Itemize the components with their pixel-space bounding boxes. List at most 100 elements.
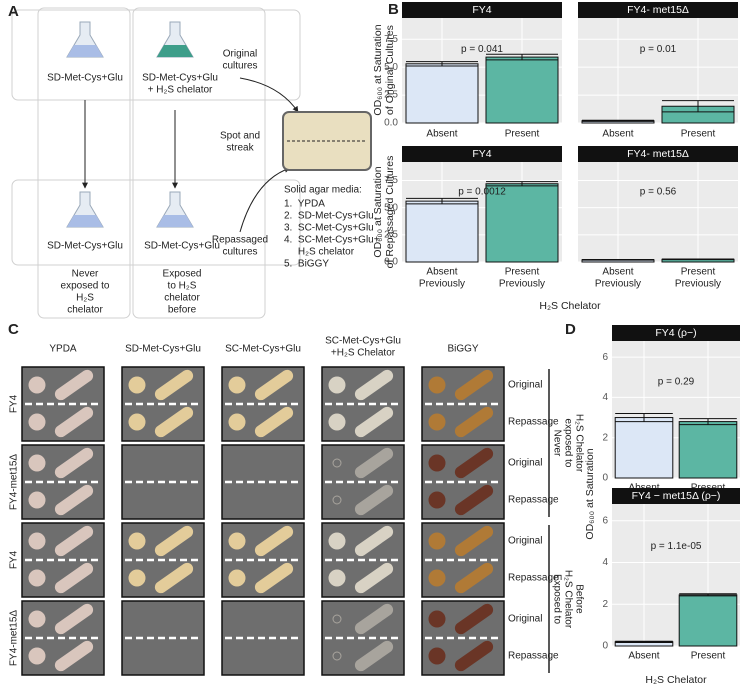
flask-label: SD-Met-Cys+Glu	[47, 241, 123, 252]
condition-label: H₂S	[76, 293, 94, 304]
colony-spot	[28, 376, 46, 394]
error-bar	[486, 181, 558, 187]
colony-spot	[428, 647, 446, 665]
colony-spot	[428, 610, 446, 628]
colony-spot	[428, 376, 446, 394]
panel-label: B	[388, 1, 399, 18]
colony-streak	[54, 447, 94, 479]
colony-spot	[428, 532, 446, 550]
x-tick-label: Absent	[602, 129, 633, 140]
bar	[485, 56, 559, 124]
strip	[578, 146, 738, 162]
step-label: cultures	[222, 61, 257, 72]
y-tick-label: 5.0	[384, 202, 398, 213]
side-label: Original	[508, 380, 542, 391]
facet-title: FY4	[472, 4, 491, 16]
facet-title: FY4 (ρ−)	[655, 327, 696, 339]
x-tick-label: Present	[505, 267, 540, 278]
colony-streak	[454, 640, 494, 672]
group-label: exposed to	[562, 419, 573, 468]
flask-liquid	[157, 215, 193, 227]
colony-streak	[354, 562, 394, 594]
error-bar	[486, 53, 558, 61]
condition-label: exposed to	[61, 281, 110, 292]
strip	[402, 146, 562, 162]
colony-spot	[28, 610, 46, 628]
bar	[678, 421, 738, 479]
colony-spot	[332, 651, 342, 661]
step-label: streak	[226, 143, 254, 154]
side-label: Original	[508, 614, 542, 625]
column-header: YPDA	[49, 344, 77, 355]
colony-spot	[28, 647, 46, 665]
media-item: 2. SD-Met-Cys+Glu	[284, 211, 374, 222]
bar	[405, 200, 479, 263]
x-tick-label: Previously	[499, 279, 545, 290]
colony-streak	[54, 640, 94, 672]
media-item: 3. SC-Met-Cys+Glu	[284, 223, 374, 234]
colony-spot	[28, 532, 46, 550]
y-tick-label: 2.5	[384, 90, 398, 101]
side-label: Repassage	[508, 495, 559, 506]
colony-streak	[354, 484, 394, 516]
group-label: Never	[551, 430, 562, 457]
y-tick-label: 4	[602, 557, 608, 568]
colony-streak	[54, 603, 94, 635]
colony-spot	[332, 495, 342, 505]
condition-label: Exposed	[163, 269, 202, 280]
column-header: BiGGY	[447, 344, 478, 355]
strip	[612, 488, 740, 504]
column-header: SC-Met-Cys+Glu	[225, 344, 301, 355]
colony-spot	[128, 532, 146, 550]
colony-spot	[332, 614, 342, 624]
group-label: H₂S Chelator	[562, 570, 573, 629]
facet-title: FY4 − met15Δ (ρ−)	[632, 490, 721, 502]
y-tick-label: 0	[602, 473, 608, 484]
y-axis-title: OD₆₀₀ at Saturation	[584, 448, 596, 539]
y-tick-label: 7.5	[384, 175, 398, 186]
colony-spot	[28, 454, 46, 472]
colony-streak	[154, 369, 194, 401]
panel-label: A	[8, 3, 19, 20]
flask-liquid	[67, 45, 103, 57]
y-axis-title: OD₆₀₀ at Saturation	[372, 166, 384, 257]
colony-spot	[128, 376, 146, 394]
error-bar	[662, 258, 734, 261]
row-label: FY4-met15Δ	[9, 610, 20, 666]
flask-label: SD-Met-Cys+Glu	[144, 241, 220, 252]
colony-spot	[28, 413, 46, 431]
error-bar	[615, 413, 673, 423]
condition-label: Never	[72, 269, 99, 280]
bar	[405, 63, 479, 124]
strip	[612, 325, 740, 341]
step-label: Spot and	[220, 131, 260, 142]
colony-spot	[228, 532, 246, 550]
colony-streak	[54, 525, 94, 557]
condition-label: to H₂S	[168, 281, 197, 292]
y-tick-label: 6	[602, 515, 608, 526]
media-item: H₂S chelator	[284, 247, 355, 258]
colony-streak	[154, 406, 194, 438]
step-label: Repassaged	[212, 235, 268, 246]
colony-streak	[254, 562, 294, 594]
colony-streak	[154, 562, 194, 594]
x-tick-label: Present	[681, 267, 716, 278]
condition-label: chelator	[164, 293, 200, 304]
error-bar	[679, 418, 737, 426]
error-bar	[662, 100, 734, 113]
y-tick-label: 0.0	[384, 257, 398, 268]
colony-spot	[328, 413, 346, 431]
colony-spot	[428, 413, 446, 431]
colony-streak	[454, 562, 494, 594]
colony-streak	[154, 525, 194, 557]
flask-liquid	[67, 215, 103, 227]
colony-streak	[454, 525, 494, 557]
side-label: Original	[508, 536, 542, 547]
strip	[402, 2, 562, 18]
plot-bg	[578, 162, 738, 262]
agar-plate	[282, 111, 372, 171]
colony-streak	[454, 447, 494, 479]
annotation: p = 0.56	[640, 187, 677, 198]
side-label: Repassage	[508, 573, 559, 584]
